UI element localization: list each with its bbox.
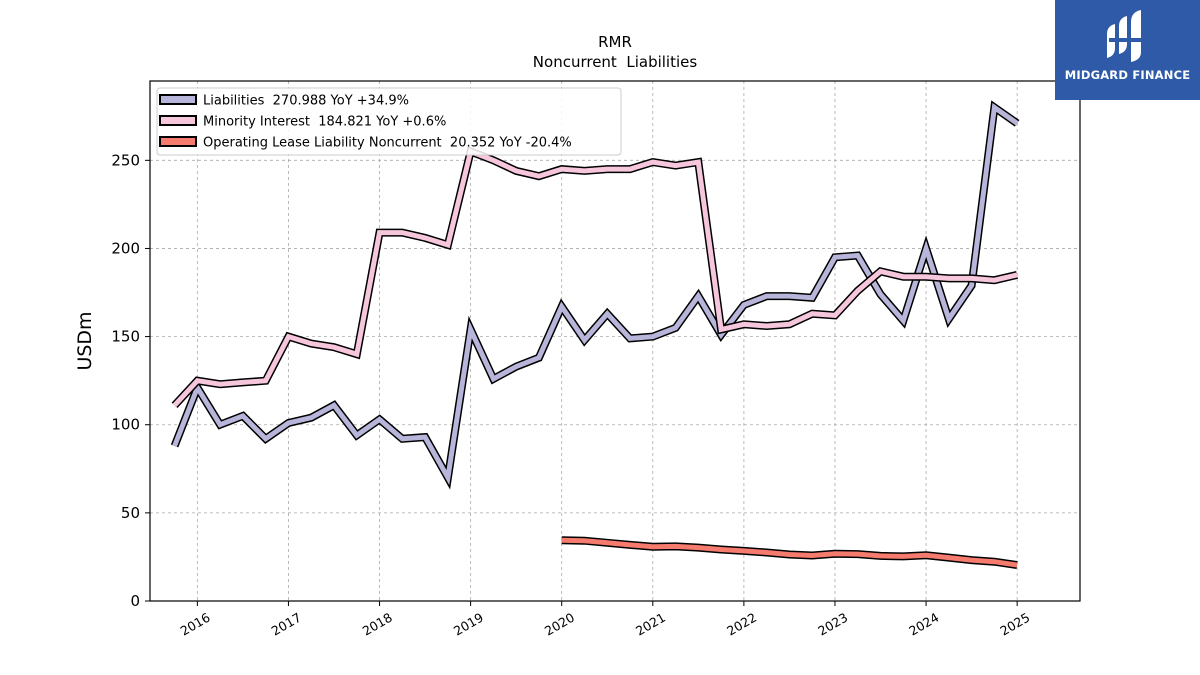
legend: Liabilities 270.988 YoY +34.9% Minority I… <box>156 87 622 156</box>
series-line <box>172 148 1018 407</box>
legend-swatch <box>159 115 197 126</box>
series-line-outline <box>171 146 1019 409</box>
x-tick-label: 2019 <box>451 610 486 639</box>
legend-swatch <box>159 94 197 105</box>
series-layer <box>170 100 1020 569</box>
legend-label: Liabilities 270.988 YoY +34.9% <box>203 94 409 109</box>
y-tick-label: 250 <box>111 151 140 169</box>
y-tick-label: 200 <box>111 239 140 257</box>
series-2 <box>561 536 1018 569</box>
legend-label: Operating Lease Liability Noncurrent 20.… <box>203 136 572 151</box>
legend-box <box>156 87 622 156</box>
brand-name: MIDGARD FINANCE <box>1064 68 1191 82</box>
legend-swatch <box>159 136 197 147</box>
y-axis-label: USDm <box>74 311 96 370</box>
x-tick-label: 2024 <box>906 610 941 639</box>
y-tick-label: 50 <box>121 504 140 522</box>
plot-frame <box>149 80 1081 602</box>
x-tick-label: 2018 <box>360 610 395 639</box>
x-tick-label: 2025 <box>997 610 1032 639</box>
x-tick-label: 2022 <box>724 610 759 639</box>
brand-logo: MIDGARD FINANCE <box>1055 0 1200 100</box>
x-tick-label: 2017 <box>269 610 304 639</box>
x-tick-label: 2016 <box>178 610 213 639</box>
chart-title: RMR <box>598 33 632 51</box>
series-1 <box>171 146 1019 409</box>
y-tick-label: 0 <box>130 592 140 610</box>
brand-mark-icon <box>1107 10 1147 62</box>
axes: 0 50 100 150 200 250 2016 2017 2018 2019 2020 2021 2… <box>111 151 1032 638</box>
x-tick-label: 2023 <box>815 610 850 639</box>
x-tick-label: 2020 <box>542 610 577 639</box>
chart-subtitle: Noncurrent Liabilities <box>533 53 698 71</box>
y-tick-label: 150 <box>111 328 140 346</box>
grid <box>150 81 1080 602</box>
legend-label: Minority Interest 184.821 YoY +0.6% <box>203 115 446 130</box>
series-line <box>561 537 1018 568</box>
series-0 <box>170 100 1020 490</box>
series-line <box>172 102 1019 486</box>
x-tick-label: 2021 <box>633 610 668 639</box>
y-tick-label: 100 <box>111 416 140 434</box>
